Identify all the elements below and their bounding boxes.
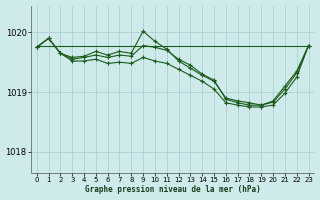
X-axis label: Graphe pression niveau de la mer (hPa): Graphe pression niveau de la mer (hPa): [85, 185, 260, 194]
